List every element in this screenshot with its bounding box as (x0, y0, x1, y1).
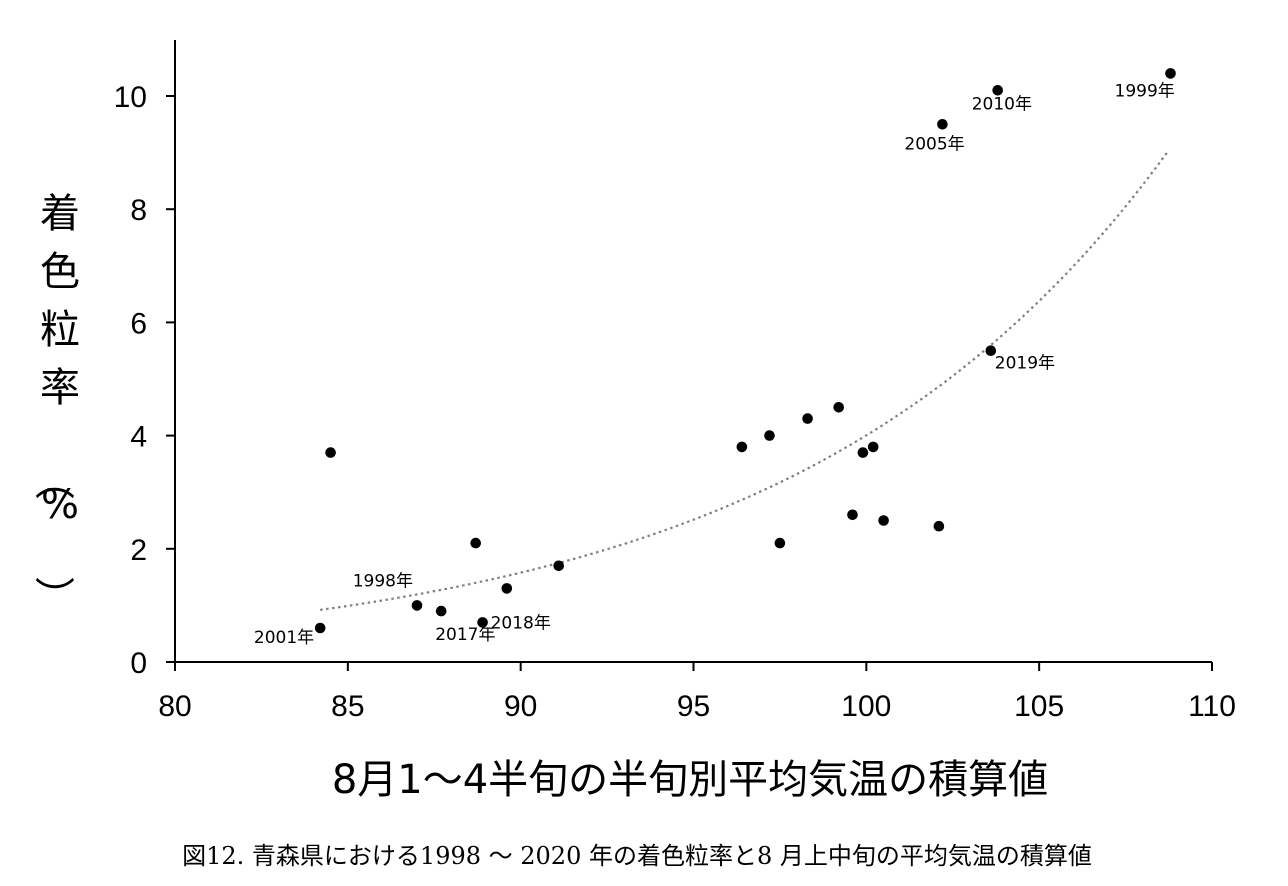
point-label: 2010年 (972, 94, 1032, 114)
x-tick-label: 100 (841, 690, 891, 723)
data-point (325, 447, 336, 458)
point-label: 2017年 (435, 625, 495, 645)
data-point (774, 537, 786, 549)
point-label: 1998年 (353, 571, 413, 591)
x-tick-label: 110 (1188, 690, 1236, 723)
x-tick-label: 95 (677, 690, 710, 723)
y-tick-label: 4 (130, 421, 147, 454)
data-point (477, 617, 488, 628)
point-label: 2005年 (904, 134, 964, 154)
y-ticks: 0 2 4 6 8 10 (114, 81, 175, 680)
trendline (320, 151, 1168, 611)
data-point (867, 441, 879, 453)
data-point (501, 583, 513, 594)
data-point (764, 430, 775, 441)
data-points (314, 68, 1176, 634)
x-tick-label: 105 (1014, 690, 1064, 723)
data-point (847, 509, 858, 521)
data-point (411, 600, 423, 611)
data-point (992, 85, 1003, 96)
data-point (833, 402, 844, 413)
y-tick-label: 6 (130, 307, 147, 340)
y-axis-label: 着色粒率（%） (30, 191, 80, 616)
axes (174, 40, 1212, 663)
data-point (878, 515, 889, 526)
data-point (435, 605, 447, 617)
point-label: 1999年 (1115, 81, 1175, 101)
data-point (553, 560, 564, 572)
data-point (937, 119, 948, 130)
point-label: 2001年 (254, 628, 314, 648)
point-label: 2019年 (995, 354, 1055, 374)
data-point (470, 537, 482, 549)
x-tick-label: 85 (331, 690, 364, 723)
data-point (1165, 68, 1176, 79)
y-tick-label: 10 (114, 81, 147, 114)
data-point (802, 413, 813, 424)
data-point (314, 622, 326, 634)
x-tick-label: 90 (504, 690, 537, 723)
figure-caption: 図12. 青森県における1998 ～ 2020 年の着色粒率と8 月上中旬の平均… (182, 842, 1092, 870)
x-ticks: 80 85 90 95 100 105 110 (158, 662, 1236, 723)
x-axis-label: 8月1～4半旬の半旬別平均気温の積算値 (332, 757, 1048, 803)
point-label: 2018年 (491, 613, 551, 633)
y-tick-label: 0 (130, 647, 147, 680)
data-point (985, 345, 997, 357)
y-tick-label: 8 (130, 194, 147, 227)
y-tick-label: 2 (130, 534, 147, 567)
data-point (933, 520, 945, 532)
data-point (736, 441, 748, 453)
data-point (857, 447, 869, 458)
x-tick-label: 80 (158, 690, 191, 723)
